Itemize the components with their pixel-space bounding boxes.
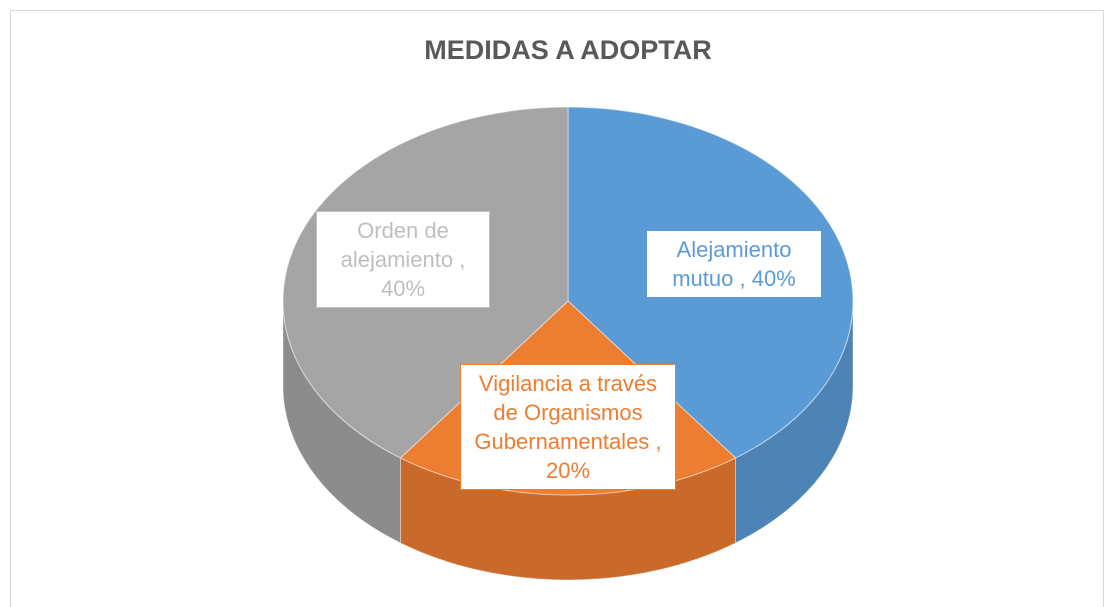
data-label: Orden de alejamiento , 40% [316, 211, 490, 308]
chart-title: MEDIDAS A ADOPTAR [424, 35, 712, 65]
label-separator: , [655, 429, 662, 454]
chart-frame [10, 10, 1104, 607]
label-category: Alejamiento mutuo [672, 237, 792, 291]
data-label: Vigilancia a través de Organismos Gubern… [460, 364, 676, 490]
label-value: 20% [545, 458, 591, 483]
data-label: Alejamiento mutuo , 40% [646, 230, 822, 298]
label-category: Vigilancia a través de Organismos Gubern… [474, 371, 658, 454]
label-value: 40% [380, 276, 426, 301]
label-category: Orden de alejamiento [340, 218, 454, 272]
label-separator: , [739, 266, 746, 291]
label-value: 40% [751, 266, 796, 291]
label-separator: , [459, 247, 466, 272]
